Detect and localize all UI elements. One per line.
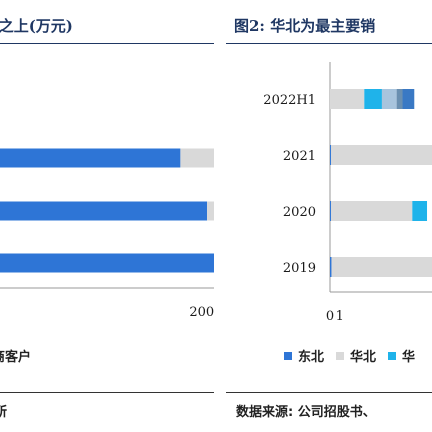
right-legend-item: 华北: [336, 346, 376, 365]
right-bar-segment-0-1: [330, 89, 365, 109]
right-bar-segment-2-0: [330, 201, 331, 221]
right-legend-label: 华北: [350, 350, 377, 365]
right-y-tick-label: 2021: [283, 149, 316, 164]
right-y-tick-label: 2020: [283, 205, 316, 220]
right-y-tick-label: 2019: [283, 261, 316, 276]
right-title-rule: [226, 43, 432, 44]
left-bar-chart: 200002500030000: [0, 148, 214, 320]
right-bar-segment-0-5: [402, 89, 415, 109]
right-legend-label: 东北: [298, 350, 325, 365]
right-legend-swatch: [388, 351, 397, 360]
left-bar-segment-0-0: [0, 148, 181, 168]
left-source: 所: [0, 405, 8, 420]
right-bar-segment-3-1: [331, 257, 432, 277]
left-bar-segment-1-1: [207, 201, 214, 221]
right-bar-segment-0-4: [396, 89, 403, 109]
right-bar-segment-2-2: [412, 201, 428, 221]
right-x-tick-label: 1: [336, 309, 344, 324]
left-legend: 商客户: [0, 346, 31, 365]
right-legend: 东北 华北 华: [284, 346, 427, 365]
left-source-rule: [0, 392, 214, 393]
left-legend-text: 商客户: [0, 350, 32, 365]
left-bar-segment-1-0: [0, 201, 208, 221]
right-chart-title: 图2: 华北为最主要销: [234, 17, 376, 35]
right-bar-segment-3-0: [330, 257, 332, 277]
right-legend-item: 东北: [284, 346, 324, 365]
panel-gutter: [214, 0, 226, 432]
right-source-rule: [226, 392, 432, 393]
right-y-tick-label: 2022H1: [263, 93, 316, 108]
right-bar-chart: 2022H1 2021 2020 2019 0 1: [263, 62, 432, 324]
right-legend-label: 华: [402, 350, 416, 365]
left-chart-title: 5%之上(万元): [0, 17, 73, 35]
right-bar-segment-1-0: [330, 145, 331, 165]
left-title-rule: [0, 43, 214, 44]
right-legend-swatch: [336, 351, 345, 360]
right-x-tick-label: 0: [326, 309, 334, 324]
right-bar-segment-2-1: [330, 201, 413, 221]
left-x-tick-label: 20000: [189, 305, 214, 320]
right-bar-segment-1-1: [330, 145, 432, 165]
right-chart-panel: 图2: 华北为最主要销 2022H1 2021 2020 2019 0 1 东北 华北 华 数…: [226, 0, 432, 432]
left-bar-segment-0-1: [180, 148, 214, 168]
left-chart-panel: 5%之上(万元) 200002500030000 商客户 所: [0, 0, 214, 432]
right-bar-segment-0-3: [381, 89, 397, 109]
right-legend-swatch: [284, 351, 292, 360]
right-bar-segment-0-2: [364, 89, 382, 109]
left-bar-segment-2-0: [0, 253, 214, 273]
right-source: 数据来源: 公司招股书、: [236, 405, 376, 420]
right-legend-item: 华: [388, 346, 415, 365]
